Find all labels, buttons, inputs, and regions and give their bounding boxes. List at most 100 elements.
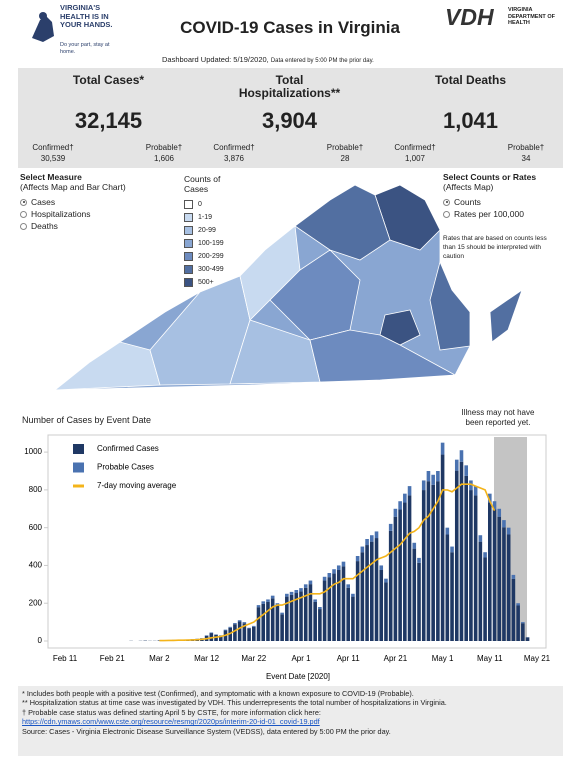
x-tick-label: Apr 11 <box>337 654 361 663</box>
y-tick-label: 0 <box>38 636 43 645</box>
legend-label: 0 <box>198 201 202 208</box>
bar-segment <box>252 626 256 641</box>
bar-segment <box>398 501 402 510</box>
bar-segment <box>270 598 275 641</box>
bar-segment <box>445 534 450 641</box>
option-label[interactable]: Counts <box>454 197 481 207</box>
radio-option[interactable]: Rates per 100,000 <box>443 208 555 220</box>
bar-segment <box>285 593 289 597</box>
bar-segment <box>506 534 511 641</box>
bar-segment <box>299 588 303 592</box>
bar-segment <box>506 527 511 535</box>
option-label[interactable]: Cases <box>31 197 56 207</box>
bar-segment <box>492 509 497 641</box>
radio-button[interactable] <box>20 210 27 218</box>
bar-segment <box>261 603 266 641</box>
stat-part-value: 3,876 <box>223 154 245 163</box>
bar-segment <box>237 621 242 641</box>
x-tick-label: Apr 21 <box>384 654 408 663</box>
bar-segment <box>436 481 440 641</box>
updated-note: Data entered by 5:00 PM the prior day. <box>270 58 374 64</box>
bar-segment <box>450 546 454 553</box>
bar-segment <box>209 632 214 634</box>
bar-segment <box>483 552 487 558</box>
bar-segment <box>365 545 369 641</box>
update-line: Dashboard Updated: 5/19/2020, Data enter… <box>162 55 374 64</box>
page-title: COVID-19 Cases in Virginia <box>180 18 400 37</box>
bar-segment <box>525 637 530 641</box>
bar-segment <box>384 582 388 641</box>
radio-button[interactable] <box>20 198 27 206</box>
legend-swatch <box>184 252 193 261</box>
bar-segment <box>303 584 308 588</box>
bar-segment <box>256 607 261 641</box>
bar-segment <box>459 450 464 462</box>
stat-part-label: Probable† <box>326 143 364 152</box>
legend-item: 100-199 <box>184 237 254 250</box>
bar-segment <box>398 509 402 641</box>
radio-option[interactable]: Counts <box>443 196 555 208</box>
legend-swatch <box>184 200 193 209</box>
bar-segment <box>289 594 294 641</box>
bar-segment <box>275 605 280 641</box>
legend-label: Confirmed Cases <box>97 444 159 453</box>
bar-segment <box>351 596 355 641</box>
stat-label: Total Hospitalizations** <box>238 73 341 100</box>
bar-segment <box>261 601 266 604</box>
option-label[interactable]: Hospitalizations <box>31 209 91 219</box>
moving-average-line <box>159 483 496 642</box>
legend-swatch <box>73 484 84 488</box>
bar-segment <box>516 605 520 641</box>
bar-segment <box>336 569 341 641</box>
bar-segment <box>421 480 426 491</box>
y-tick-label: 200 <box>29 598 43 607</box>
footnote-link[interactable]: https://cdn.ymaws.com/www.cste.org/resou… <box>22 717 320 727</box>
bar-segment <box>497 516 502 641</box>
bar-segment <box>280 614 284 641</box>
bar-segment <box>403 502 407 641</box>
agency-abbr: VDH <box>445 4 494 30</box>
bar-segment <box>252 625 256 627</box>
bar-segment <box>332 569 336 574</box>
bar-segment <box>469 490 473 641</box>
logo-text: VIRGINIA'S HEALTH IS IN YOUR HANDS. <box>60 3 113 29</box>
bar-segment <box>426 471 431 482</box>
bar-segment <box>322 576 327 581</box>
bar-segment <box>355 556 360 562</box>
stat-part: Confirmed† 30,539 <box>18 142 88 164</box>
bar-segment <box>332 573 336 641</box>
stat-value: 1,041 <box>442 108 499 133</box>
bar-segment <box>393 516 398 641</box>
bar-segment <box>299 591 303 641</box>
radio-button[interactable] <box>443 210 450 218</box>
bar-segment <box>242 622 247 624</box>
stat-value: 32,145 <box>74 108 143 133</box>
radio-button[interactable] <box>20 222 27 230</box>
bar-segment <box>412 548 417 641</box>
map-region <box>294 184 391 261</box>
bar-segment <box>289 591 294 595</box>
radio-option[interactable]: Deaths <box>20 220 170 232</box>
updated: Dashboard Updated: 5/19/2020, <box>162 55 269 64</box>
radio-button[interactable] <box>443 198 450 206</box>
bar-segment <box>365 539 369 546</box>
bar-segment <box>322 580 327 641</box>
x-tick-label: May 1 <box>432 654 454 663</box>
radio-option[interactable]: Hospitalizations <box>20 208 170 220</box>
bar-segment <box>266 601 270 641</box>
option-label[interactable]: Deaths <box>31 221 58 231</box>
radio-option[interactable]: Cases <box>20 196 170 208</box>
stat-part-label: Confirmed† <box>213 143 255 152</box>
bar-segment <box>450 552 454 641</box>
bar-segment <box>521 623 525 641</box>
bar-segment <box>502 520 506 528</box>
bar-segment <box>346 587 350 641</box>
stat-part-value: 30,539 <box>40 154 66 163</box>
stat-part-label: Probable† <box>145 143 183 152</box>
legend-item: 1-19 <box>184 211 254 224</box>
legend-item: 300-499 <box>184 263 254 276</box>
option-label[interactable]: Rates per 100,000 <box>454 209 524 219</box>
bar-segment <box>341 561 346 567</box>
legend-swatch <box>184 278 193 287</box>
